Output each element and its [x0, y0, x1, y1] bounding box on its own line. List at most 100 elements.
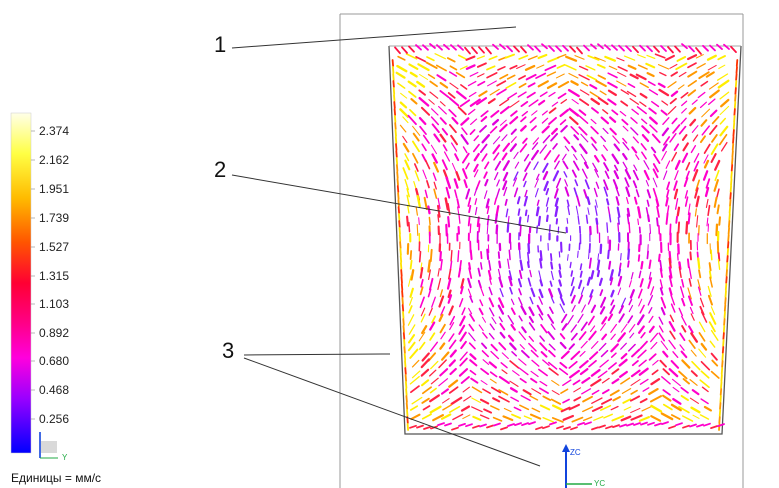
color-legend: 2.374 2.162 1.951 1.739 1.527 1.315 1.10… [10, 112, 69, 454]
velocity-vector [450, 249, 453, 262]
bottom-vector [577, 421, 585, 426]
velocity-vector [409, 287, 414, 298]
velocity-vector [587, 295, 593, 305]
velocity-vector [419, 125, 427, 135]
velocity-vector [434, 53, 446, 60]
velocity-vector [629, 97, 640, 105]
velocity-vector [518, 250, 521, 259]
velocity-vector [542, 395, 552, 402]
velocity-vector [579, 98, 590, 106]
surface-vector [695, 47, 702, 55]
wall-vector [719, 388, 723, 396]
velocity-vector [608, 260, 612, 270]
velocity-vector [552, 143, 558, 150]
velocity-vector [591, 397, 603, 404]
velocity-vector [718, 64, 726, 70]
velocity-vector [538, 296, 543, 305]
wall-vector [396, 185, 400, 193]
velocity-vector [600, 322, 606, 331]
velocity-vector [550, 270, 554, 281]
velocity-vector [498, 395, 510, 403]
bottom-vector [661, 421, 669, 426]
velocity-vector [601, 333, 608, 341]
velocity-vector [519, 259, 524, 271]
cup-wall [388, 45, 742, 435]
velocity-vector [616, 57, 625, 62]
bottom-vector [535, 426, 543, 431]
velocity-vector [505, 82, 517, 89]
velocity-vector [408, 90, 417, 98]
velocity-vector [447, 215, 451, 228]
velocity-vector [601, 316, 608, 325]
velocity-vector [550, 261, 554, 270]
velocity-vector [618, 358, 628, 367]
velocity-vector [537, 80, 549, 88]
velocity-vector [585, 214, 589, 224]
legend-value: 2.374 [39, 124, 69, 138]
velocity-vector [408, 275, 412, 287]
velocity-vector [450, 396, 463, 406]
velocity-vector [539, 342, 548, 351]
velocity-vector [573, 154, 578, 161]
velocity-vector [571, 169, 577, 178]
surface-vector [576, 46, 583, 55]
wall-vector [720, 374, 723, 382]
wall-vector [398, 227, 401, 235]
velocity-vector [710, 352, 718, 361]
velocity-vector [541, 117, 549, 124]
velocity-vectors [391, 43, 739, 431]
surface-vector [681, 43, 688, 50]
surface-vector [639, 44, 646, 52]
velocity-vector [488, 259, 492, 271]
velocity-vector [617, 66, 628, 72]
velocity-vector [483, 408, 493, 414]
velocity-vector [411, 396, 423, 405]
wall-vector [404, 381, 408, 389]
velocity-vector [622, 398, 632, 404]
velocity-vector [472, 415, 482, 421]
velocity-vector [492, 118, 500, 126]
velocity-vector [622, 152, 628, 161]
velocity-vector [548, 343, 556, 351]
velocity-vector [408, 324, 416, 335]
velocity-vector [499, 123, 508, 133]
wall-vector [396, 178, 399, 186]
wall-vector [402, 318, 405, 326]
velocity-vector [438, 378, 449, 387]
velocity-vector [630, 369, 641, 378]
velocity-vector [474, 198, 478, 206]
velocity-vector [482, 332, 488, 339]
velocity-vector [460, 84, 468, 90]
velocity-vector [538, 313, 544, 321]
velocity-vector [652, 168, 659, 179]
velocity-vector [613, 143, 621, 152]
velocity-vector [485, 198, 490, 209]
velocity-vector [568, 343, 575, 350]
velocity-vector [416, 194, 421, 208]
velocity-vector [469, 98, 481, 107]
velocity-vector [481, 350, 490, 358]
velocity-vector [628, 324, 636, 333]
velocity-vector [709, 89, 720, 99]
velocity-vector [562, 398, 570, 404]
velocity-vector [624, 177, 630, 188]
velocity-vector [502, 171, 509, 182]
wall-vector [720, 381, 723, 389]
bottom-vector [409, 424, 417, 429]
velocity-vector [409, 297, 413, 306]
wall-vector [732, 136, 735, 144]
velocity-vector [588, 359, 597, 368]
velocity-vector [668, 257, 672, 269]
velocity-vector [469, 353, 477, 361]
bottom-vector [563, 426, 571, 431]
velocity-vector [648, 259, 652, 270]
velocity-vector [539, 279, 544, 287]
velocity-vector [542, 162, 549, 173]
velocity-vector [572, 379, 581, 386]
velocity-vector [595, 181, 600, 189]
bottom-vector [423, 426, 431, 430]
velocity-vector [567, 205, 571, 216]
velocity-vector [648, 307, 653, 314]
velocity-vector [650, 404, 663, 413]
velocity-vector [703, 405, 713, 412]
